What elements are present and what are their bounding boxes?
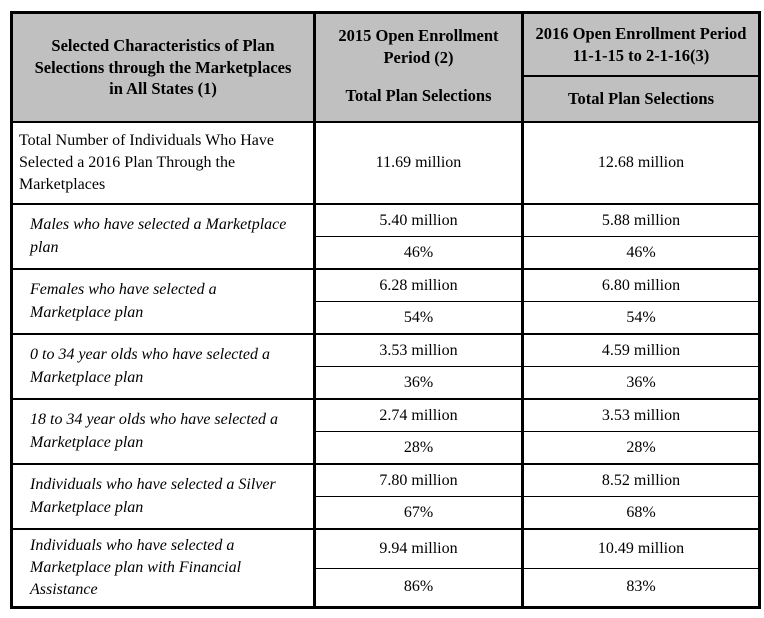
value-2015-percent: 54%	[313, 301, 523, 334]
value-2016-million: 5.88 million	[521, 203, 760, 237]
row-label-characteristic: Individuals who have selected a Marketpl…	[10, 528, 315, 608]
header-2015-column: 2015 Open Enrollment Period (2) Total Pl…	[313, 12, 523, 122]
table-row-characteristic-percent: 28% 28%	[12, 431, 760, 464]
value-2015-million: 2.74 million	[313, 398, 523, 432]
value-2015-percent: 46%	[313, 236, 523, 269]
value-2015-million: 7.80 million	[313, 463, 523, 497]
plan-selections-table: Selected Characteristics of Plan Selecti…	[10, 11, 761, 610]
row-label-characteristic: Females who have selected a Marketplace …	[10, 268, 315, 334]
row-label-total-individuals: Total Number of Individuals Who Have Sel…	[10, 121, 315, 204]
value-2015-percent: 86%	[313, 567, 523, 608]
value-2015-million: 6.28 million	[313, 268, 523, 302]
table-row-characteristic-percent: 54% 54%	[12, 301, 760, 334]
row-label-characteristic: 0 to 34 year olds who have selected a Ma…	[10, 333, 315, 399]
table-row-characteristic: Individuals who have selected a Silver M…	[10, 463, 760, 529]
value-2015-million: 9.94 million	[313, 527, 523, 569]
value-2015-percent: 36%	[313, 366, 523, 399]
table-row-characteristic: Individuals who have selected a Marketpl…	[10, 527, 760, 608]
header-2016-total-plan-selections: Total Plan Selections	[521, 76, 760, 122]
value-2016-percent: 83%	[521, 567, 760, 608]
row-label-characteristic: Males who have selected a Marketplace pl…	[10, 203, 315, 269]
table-row-characteristic-percent: 46% 46%	[12, 236, 760, 269]
header-characteristics: Selected Characteristics of Plan Selecti…	[10, 12, 315, 122]
table-row-characteristic: 0 to 34 year olds who have selected a Ma…	[10, 333, 760, 399]
value-2016-million: 3.53 million	[521, 398, 760, 432]
table-row-characteristic: Females who have selected a Marketplace …	[10, 268, 760, 334]
value-2016-percent: 54%	[521, 301, 760, 334]
value-2016-percent: 36%	[521, 366, 760, 399]
total-2015-value: 11.69 million	[313, 121, 523, 204]
value-2015-percent: 28%	[313, 431, 523, 464]
table-row-characteristic-percent: 67% 68%	[12, 496, 760, 529]
value-2016-million: 4.59 million	[521, 333, 760, 367]
table-row-characteristic: Males who have selected a Marketplace pl…	[10, 203, 760, 269]
header-2015-total-plan-selections: Total Plan Selections	[345, 85, 492, 105]
row-label-characteristic: Individuals who have selected a Silver M…	[10, 463, 315, 529]
header-row-bottom: Total Plan Selections	[12, 76, 760, 122]
value-2015-percent: 67%	[313, 496, 523, 529]
table-row-total: Total Number of Individuals Who Have Sel…	[10, 121, 760, 204]
total-2016-value: 12.68 million	[521, 121, 760, 204]
value-2016-million: 6.80 million	[521, 268, 760, 302]
header-2016-period: 2016 Open Enrollment Period 11-1-15 to 2…	[521, 12, 760, 77]
table-row-characteristic-percent: 36% 36%	[12, 366, 760, 399]
header-2015-period: 2015 Open Enrollment Period (2)	[338, 26, 499, 68]
table-row-characteristic: 18 to 34 year olds who have selected a M…	[10, 398, 760, 464]
header-row-top: Selected Characteristics of Plan Selecti…	[10, 12, 760, 122]
value-2016-percent: 68%	[521, 496, 760, 529]
value-2016-percent: 28%	[521, 431, 760, 464]
row-label-characteristic: 18 to 34 year olds who have selected a M…	[10, 398, 315, 464]
value-2015-million: 5.40 million	[313, 203, 523, 237]
value-2016-million: 10.49 million	[521, 527, 760, 569]
value-2016-percent: 46%	[521, 236, 760, 269]
value-2015-million: 3.53 million	[313, 333, 523, 367]
value-2016-million: 8.52 million	[521, 463, 760, 497]
